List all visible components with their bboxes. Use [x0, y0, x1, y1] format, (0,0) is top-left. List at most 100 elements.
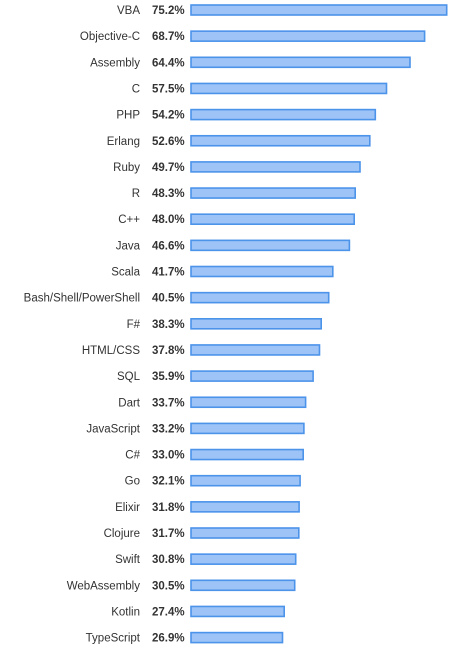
- category-label: WebAssembly: [67, 580, 141, 592]
- category-label: Java: [116, 240, 141, 252]
- category-label: JavaScript: [86, 423, 140, 435]
- bar-row: Dart 33.7%: [118, 396, 307, 409]
- bar-row: TypeScript 26.9%: [86, 631, 284, 645]
- bar-row: Kotlin 27.4%: [111, 605, 285, 618]
- bar-row: Ruby 49.7%: [113, 161, 361, 174]
- value-label: 33.0%: [152, 450, 185, 462]
- category-label: Kotlin: [111, 606, 140, 618]
- value-label: 33.2%: [152, 423, 185, 435]
- category-label: TypeScript: [86, 633, 141, 645]
- value-label: 35.9%: [152, 371, 185, 383]
- bar: [190, 605, 285, 618]
- bar-row: VBA 75.2%: [117, 4, 448, 17]
- bar: [190, 317, 322, 330]
- bar-row: Clojure 31.7%: [104, 527, 300, 540]
- category-label: HTML/CSS: [82, 345, 140, 357]
- bar-row: C# 33.0%: [125, 448, 304, 462]
- value-label: 31.8%: [152, 502, 185, 514]
- value-label: 32.1%: [152, 476, 185, 488]
- value-label: 75.2%: [152, 5, 185, 17]
- value-label: 64.4%: [152, 57, 185, 69]
- value-label: 30.8%: [152, 554, 185, 566]
- bar: [190, 474, 301, 487]
- bar: [190, 82, 388, 95]
- bar: [190, 56, 411, 69]
- bar-row: JavaScript 33.2%: [86, 422, 305, 435]
- bar: [190, 239, 351, 252]
- bar-row: Elixir 31.8%: [115, 501, 300, 514]
- bar: [190, 4, 448, 16]
- bar-row: WebAssembly 30.5%: [67, 579, 296, 592]
- bar: [190, 501, 300, 513]
- bar: [190, 30, 426, 42]
- bar-row: SQL 35.9%: [117, 370, 314, 383]
- category-label: Ruby: [113, 162, 140, 174]
- bar: [190, 396, 307, 409]
- bar: [190, 134, 371, 147]
- category-label: C: [132, 83, 140, 95]
- category-label: VBA: [117, 5, 140, 17]
- category-label: Clojure: [104, 528, 140, 540]
- bar: [190, 370, 314, 382]
- value-label: 54.2%: [152, 110, 185, 122]
- bar-row: R 48.3%: [132, 187, 356, 200]
- category-label: C++: [118, 214, 140, 226]
- value-label: 31.7%: [152, 528, 185, 540]
- bar-row: HTML/CSS 37.8%: [82, 344, 321, 357]
- bar-row: Scala 41.7%: [111, 265, 334, 279]
- bar: [190, 422, 305, 435]
- bar-row: C++ 48.0%: [118, 213, 355, 226]
- value-label: 38.3%: [152, 319, 185, 331]
- value-label: 40.5%: [152, 293, 185, 305]
- value-label: 52.6%: [152, 136, 185, 148]
- value-label: 37.8%: [152, 345, 185, 357]
- bar: [190, 448, 304, 461]
- bar: [190, 291, 330, 304]
- category-label: Swift: [115, 554, 141, 566]
- value-label: 48.3%: [152, 188, 185, 200]
- bar: [190, 187, 356, 199]
- category-label: Elixir: [115, 502, 140, 514]
- category-label: SQL: [117, 371, 141, 383]
- category-label: Bash/Shell/PowerShell: [24, 293, 140, 305]
- value-label: 27.4%: [152, 606, 185, 618]
- category-label: PHP: [116, 110, 140, 122]
- value-label: 41.7%: [152, 267, 185, 279]
- category-label: Objective-C: [80, 31, 140, 43]
- bar-row: Assembly 64.4%: [90, 56, 411, 69]
- bar: [190, 265, 334, 278]
- value-label: 68.7%: [152, 31, 185, 43]
- category-label: C#: [125, 450, 140, 462]
- bar-row: Erlang 52.6%: [107, 134, 371, 148]
- value-label: 33.7%: [152, 397, 185, 409]
- bar: [190, 108, 377, 121]
- category-label: Erlang: [107, 136, 140, 148]
- bar-row: F# 38.3%: [127, 317, 322, 331]
- bar: [190, 527, 300, 539]
- bar-row: PHP 54.2%: [116, 108, 377, 122]
- bar: [190, 161, 361, 173]
- value-label: 46.6%: [152, 240, 185, 252]
- bar-row: Java 46.6%: [116, 239, 351, 252]
- value-label: 26.9%: [152, 633, 185, 645]
- bar-row: Go 32.1%: [125, 474, 301, 488]
- bar-row: Swift 30.8%: [115, 553, 297, 566]
- bar: [190, 579, 296, 592]
- category-label: Go: [125, 476, 140, 488]
- bar: [190, 631, 284, 644]
- value-label: 57.5%: [152, 83, 185, 95]
- bar-row: C 57.5%: [132, 82, 388, 95]
- category-label: F#: [127, 319, 141, 331]
- value-label: 30.5%: [152, 580, 185, 592]
- category-label: Scala: [111, 267, 140, 279]
- value-label: 49.7%: [152, 162, 185, 174]
- bar: [190, 553, 297, 565]
- category-label: Assembly: [90, 57, 140, 69]
- bar-row: Bash/Shell/PowerShell 40.5%: [24, 291, 330, 305]
- category-label: R: [132, 188, 140, 200]
- bar-row: Objective-C 68.7%: [80, 30, 426, 43]
- bar: [190, 213, 355, 225]
- bar: [190, 344, 321, 356]
- category-label: Dart: [118, 397, 141, 409]
